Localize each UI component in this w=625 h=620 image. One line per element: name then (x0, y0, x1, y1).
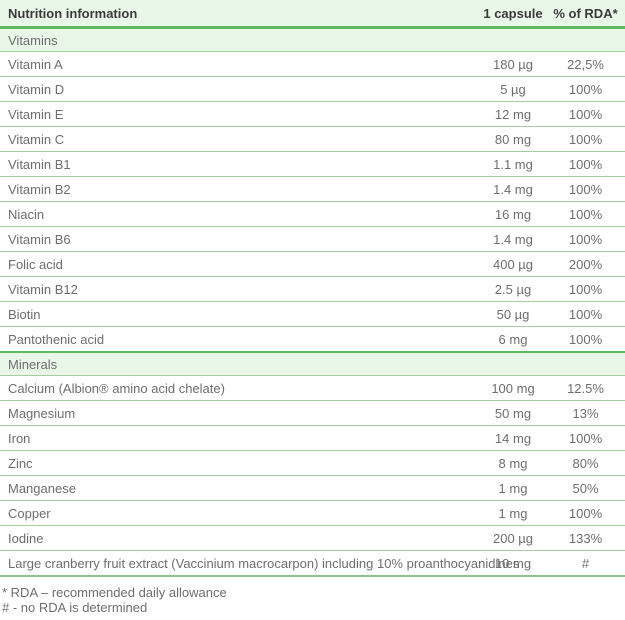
amount-value: 10 mg (480, 550, 546, 577)
table-row: Large cranberry fruit extract (Vaccinium… (0, 550, 625, 577)
rda-value: 100% (546, 500, 625, 526)
nutrient-name: Vitamin B1 (0, 151, 480, 177)
rda-value: 13% (546, 400, 625, 426)
nutrient-name: Vitamin B2 (0, 176, 480, 202)
rda-value: 100% (546, 76, 625, 102)
header-1-capsule: 1 capsule (480, 0, 546, 29)
section-row-minerals: Minerals (0, 351, 625, 376)
nutrition-table: Nutrition information 1 capsule % of RDA… (0, 0, 625, 577)
nutrient-name: Vitamin C (0, 126, 480, 152)
nutrient-name: Pantothenic acid (0, 326, 480, 353)
rda-value: 100% (546, 276, 625, 302)
nutrient-name: Vitamin B12 (0, 276, 480, 302)
amount-value: 1 mg (480, 500, 546, 526)
header-percent-rda: % of RDA* (546, 0, 625, 29)
nutrient-name: Zinc (0, 450, 480, 476)
rda-value: 100% (546, 226, 625, 252)
section-title: Minerals (0, 351, 625, 376)
amount-value: 2.5 µg (480, 276, 546, 302)
rda-value: 80% (546, 450, 625, 476)
nutrient-name: Iron (0, 425, 480, 451)
amount-value: 8 mg (480, 450, 546, 476)
table-row: Vitamin B2 1.4 mg 100% (0, 176, 625, 202)
table-row: Copper 1 mg 100% (0, 500, 625, 526)
rda-value: 100% (546, 301, 625, 327)
footnotes: * RDA – recommended daily allowance # - … (0, 585, 625, 615)
table-row: Iodine 200 µg 133% (0, 525, 625, 551)
header-row: Nutrition information 1 capsule % of RDA… (0, 0, 625, 29)
section-row-vitamins: Vitamins (0, 26, 625, 52)
table-row: Manganese 1 mg 50% (0, 475, 625, 501)
nutrient-name: Folic acid (0, 251, 480, 277)
amount-value: 80 mg (480, 126, 546, 152)
amount-value: 400 µg (480, 251, 546, 277)
table-row: Vitamin B12 2.5 µg 100% (0, 276, 625, 302)
header-nutrition-information: Nutrition information (0, 0, 480, 29)
nutrient-name: Magnesium (0, 400, 480, 426)
rda-value: 12.5% (546, 375, 625, 401)
rda-value: 100% (546, 151, 625, 177)
table-row: Vitamin A 180 µg 22,5% (0, 51, 625, 77)
nutrient-name: Biotin (0, 301, 480, 327)
rda-value: 100% (546, 326, 625, 353)
amount-value: 16 mg (480, 201, 546, 227)
table-row: Vitamin B6 1.4 mg 100% (0, 226, 625, 252)
nutrient-name: Vitamin B6 (0, 226, 480, 252)
amount-value: 1.4 mg (480, 176, 546, 202)
nutrient-name: Calcium (Albion® amino acid chelate) (0, 375, 480, 401)
table-row: Folic acid 400 µg 200% (0, 251, 625, 277)
amount-value: 200 µg (480, 525, 546, 551)
amount-value: 5 µg (480, 76, 546, 102)
amount-value: 50 mg (480, 400, 546, 426)
amount-value: 12 mg (480, 101, 546, 127)
rda-value: 100% (546, 201, 625, 227)
rda-value: 50% (546, 475, 625, 501)
table-row: Iron 14 mg 100% (0, 425, 625, 451)
nutrient-name: Iodine (0, 525, 480, 551)
amount-value: 1.4 mg (480, 226, 546, 252)
nutrient-name: Large cranberry fruit extract (Vaccinium… (0, 550, 519, 577)
nutrient-name: Vitamin D (0, 76, 480, 102)
table-row: Pantothenic acid 6 mg 100% (0, 326, 625, 353)
table-row: Biotin 50 µg 100% (0, 301, 625, 327)
table-header: Nutrition information 1 capsule % of RDA… (0, 0, 625, 29)
table-row: Vitamin C 80 mg 100% (0, 126, 625, 152)
nutrient-name: Vitamin A (0, 51, 480, 77)
rda-value: # (546, 550, 625, 577)
footnote-hash: # - no RDA is determined (2, 600, 148, 615)
rda-value: 133% (546, 525, 625, 551)
footnote-rda: * RDA – recommended daily allowance (2, 585, 227, 600)
table-row: Vitamin B1 1.1 mg 100% (0, 151, 625, 177)
nutrient-name: Manganese (0, 475, 480, 501)
amount-value: 14 mg (480, 425, 546, 451)
amount-value: 50 µg (480, 301, 546, 327)
table-row: Niacin 16 mg 100% (0, 201, 625, 227)
table-row: Magnesium 50 mg 13% (0, 400, 625, 426)
table-row: Vitamin E 12 mg 100% (0, 101, 625, 127)
amount-value: 6 mg (480, 326, 546, 353)
nutrient-name: Vitamin E (0, 101, 480, 127)
section-title: Vitamins (0, 26, 625, 52)
rda-value: 100% (546, 101, 625, 127)
rda-value: 22,5% (546, 51, 625, 77)
rda-value: 200% (546, 251, 625, 277)
table-row: Calcium (Albion® amino acid chelate) 100 … (0, 375, 625, 401)
amount-value: 100 mg (480, 375, 546, 401)
amount-value: 180 µg (480, 51, 546, 77)
rda-value: 100% (546, 425, 625, 451)
amount-value: 1 mg (480, 475, 546, 501)
rda-value: 100% (546, 176, 625, 202)
nutrient-name: Niacin (0, 201, 480, 227)
rda-value: 100% (546, 126, 625, 152)
nutrient-name: Copper (0, 500, 480, 526)
amount-value: 1.1 mg (480, 151, 546, 177)
table-row: Zinc 8 mg 80% (0, 450, 625, 476)
